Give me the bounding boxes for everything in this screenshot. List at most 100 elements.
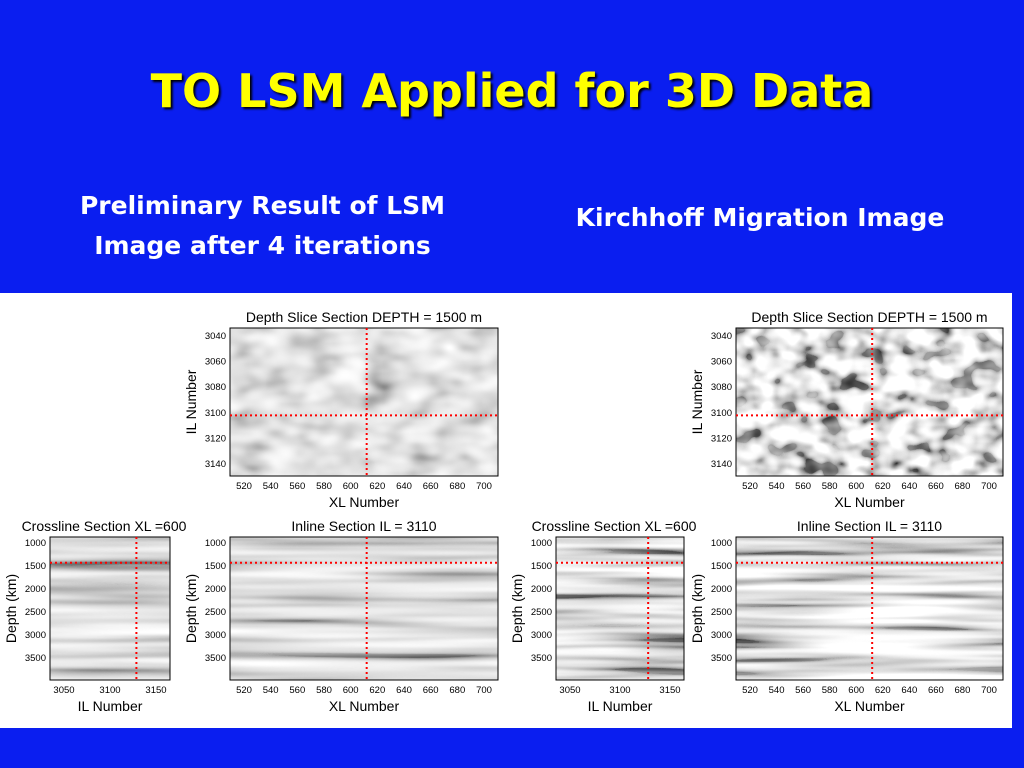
lsm-inline-ytick-label: 1000 xyxy=(205,538,226,549)
kirchhoff-depth-slice-xlabel: XL Number xyxy=(834,494,905,510)
lsm-depth-slice-xtick-label: 640 xyxy=(396,481,412,492)
kirchhoff-depth-slice-ytick-label: 3100 xyxy=(711,408,732,419)
lsm-crossline-ytick-label: 1000 xyxy=(25,538,46,549)
lsm-depth-slice-xtick-label: 560 xyxy=(289,481,305,492)
kirchhoff-depth-slice-ytick-label: 3040 xyxy=(711,331,732,342)
kirchhoff-inline-ytick-label: 3000 xyxy=(711,630,732,641)
kirchhoff-inline-ytick-label: 2500 xyxy=(711,607,732,618)
kirchhoff-inline-xtick-label: 520 xyxy=(742,685,758,696)
kirchhoff-inline-ytick-label: 3500 xyxy=(711,653,732,664)
lsm-inline-xtick-label: 660 xyxy=(423,685,439,696)
kirchhoff-depth-slice-xtick-label: 580 xyxy=(822,481,838,492)
lsm-inline-ytick-label: 3500 xyxy=(205,653,226,664)
kirchhoff-depth-slice-xtick-label: 660 xyxy=(928,481,944,492)
kirchhoff-depth-slice-xtick-label: 640 xyxy=(901,481,917,492)
lsm-inline-xtick-label: 580 xyxy=(316,685,332,696)
kirchhoff-depth-slice-xtick-label: 680 xyxy=(955,481,971,492)
lsm-depth-slice-frame xyxy=(229,327,499,477)
lsm-inline-xtick-label: 680 xyxy=(449,685,465,696)
lsm-depth-slice-xtick-label: 540 xyxy=(263,481,279,492)
kirchhoff-inline-xtick-label: 700 xyxy=(981,685,997,696)
kirchhoff-depth-slice-title: Depth Slice Section DEPTH = 1500 m xyxy=(751,309,987,325)
kirchhoff-inline-ytick-label: 1500 xyxy=(711,561,732,572)
lsm-inline-ytick-label: 2000 xyxy=(205,584,226,595)
kirchhoff-depth-slice-xtick-label: 540 xyxy=(769,481,785,492)
lsm-inline-xtick-label: 540 xyxy=(263,685,279,696)
lsm-inline-frame xyxy=(229,536,499,681)
kirchhoff-inline-xlabel: XL Number xyxy=(834,698,905,714)
caption-kirchhoff: Kirchhoff Migration Image xyxy=(575,203,945,232)
kirchhoff-inline-xtick-label: 600 xyxy=(848,685,864,696)
kirchhoff-inline-ytick-label: 2000 xyxy=(711,584,732,595)
lsm-depth-slice-xtick-label: 580 xyxy=(316,481,332,492)
lsm-crossline-xtick-label: 3150 xyxy=(145,685,166,696)
lsm-depth-slice-ylabel: IL Number xyxy=(183,369,199,434)
kirchhoff-inline: Inline Section IL = 3110 520 540 560 580 600 6… xyxy=(689,518,1004,714)
lsm-depth-slice-ytick-label: 3040 xyxy=(205,331,226,342)
lsm-crossline-ytick-label: 1500 xyxy=(25,561,46,572)
kirchhoff-crossline-ytick-label: 2000 xyxy=(531,584,552,595)
lsm-inline-ytick-label: 3000 xyxy=(205,630,226,641)
kirchhoff-depth-slice-image xyxy=(736,328,1003,476)
lsm-inline: Inline Section IL = 3110 520 540 560 580 600 6… xyxy=(183,518,499,714)
kirchhoff-depth-slice-xtick-label: 520 xyxy=(742,481,758,492)
kirchhoff-crossline-image xyxy=(556,537,684,680)
kirchhoff-crossline-ytick-label: 1000 xyxy=(531,538,552,549)
lsm-inline-image xyxy=(230,537,498,680)
lsm-inline-xtick-label: 520 xyxy=(236,685,252,696)
kirchhoff-depth-slice-ytick-label: 3140 xyxy=(711,459,732,470)
slide-title: TO LSM Applied for 3D Data xyxy=(150,64,874,118)
lsm-depth-slice: Depth Slice Section DEPTH = 1500 m 520 540… xyxy=(183,309,499,510)
lsm-crossline-ytick-label: 2500 xyxy=(25,607,46,618)
kirchhoff-crossline-xtick-label: 3050 xyxy=(559,685,580,696)
lsm-inline-xtick-label: 640 xyxy=(396,685,412,696)
lsm-depth-slice-xlabel: XL Number xyxy=(329,494,400,510)
kirchhoff-inline-xtick-label: 680 xyxy=(955,685,971,696)
seismic-figures: Depth Slice Section DEPTH = 1500 m 520 540… xyxy=(3,309,1004,714)
kirchhoff-crossline-ytick-label: 1500 xyxy=(531,561,552,572)
lsm-depth-slice-xtick-label: 600 xyxy=(343,481,359,492)
kirchhoff-crossline-ylabel: Depth (km) xyxy=(509,574,525,643)
lsm-depth-slice-xtick-label: 620 xyxy=(369,481,385,492)
kirchhoff-depth-slice-ytick-label: 3120 xyxy=(711,433,732,444)
kirchhoff-depth-slice-xtick-label: 600 xyxy=(848,481,864,492)
kirchhoff-inline-xtick-label: 620 xyxy=(875,685,891,696)
kirchhoff-crossline-xtick-label: 3150 xyxy=(659,685,680,696)
kirchhoff-crossline-xtick-label: 3100 xyxy=(609,685,630,696)
kirchhoff-crossline-frame xyxy=(555,536,685,681)
lsm-crossline-ytick-label: 3000 xyxy=(25,630,46,641)
lsm-inline-xlabel: XL Number xyxy=(329,698,400,714)
lsm-crossline-xlabel: IL Number xyxy=(78,698,143,714)
lsm-depth-slice-ytick-label: 3120 xyxy=(205,433,226,444)
lsm-depth-slice-xtick-label: 700 xyxy=(476,481,492,492)
lsm-inline-ylabel: Depth (km) xyxy=(183,574,199,643)
lsm-crossline-ytick-label: 3500 xyxy=(25,653,46,664)
lsm-inline-ytick-label: 1500 xyxy=(205,561,226,572)
lsm-inline-xtick-label: 700 xyxy=(476,685,492,696)
lsm-crossline-image xyxy=(50,537,170,680)
caption-lsm: Preliminary Result of LSM Image after 4 … xyxy=(60,186,465,266)
kirchhoff-crossline-ytick-label: 3000 xyxy=(531,630,552,641)
kirchhoff-depth-slice-ytick-label: 3060 xyxy=(711,357,732,368)
kirchhoff-inline-title: Inline Section IL = 3110 xyxy=(797,518,942,534)
lsm-depth-slice-xtick-label: 680 xyxy=(449,481,465,492)
kirchhoff-crossline-xlabel: IL Number xyxy=(588,698,653,714)
figure-panel: Depth Slice Section DEPTH = 1500 m 520 540… xyxy=(0,293,1012,728)
lsm-depth-slice-title: Depth Slice Section DEPTH = 1500 m xyxy=(246,309,482,325)
lsm-inline-xtick-label: 600 xyxy=(343,685,359,696)
kirchhoff-depth-slice-ytick-label: 3080 xyxy=(711,382,732,393)
lsm-crossline-ylabel: Depth (km) xyxy=(3,574,19,643)
lsm-inline-ytick-label: 2500 xyxy=(205,607,226,618)
kirchhoff-crossline: Crossline Section XL =600 3050 3100 3150 100… xyxy=(509,518,697,714)
lsm-depth-slice-ytick-label: 3100 xyxy=(205,408,226,419)
lsm-crossline-xtick-label: 3100 xyxy=(99,685,120,696)
lsm-depth-slice-image xyxy=(230,328,498,476)
lsm-inline-xtick-label: 620 xyxy=(369,685,385,696)
kirchhoff-inline-ytick-label: 1000 xyxy=(711,538,732,549)
kirchhoff-crossline-title: Crossline Section XL =600 xyxy=(532,518,697,534)
kirchhoff-depth-slice-xtick-label: 620 xyxy=(875,481,891,492)
kirchhoff-depth-slice-ylabel: IL Number xyxy=(689,369,705,434)
lsm-crossline: Crossline Section XL =600 3050 3100 3150 100… xyxy=(3,518,187,714)
lsm-depth-slice-ytick-label: 3140 xyxy=(205,459,226,470)
lsm-inline-title: Inline Section IL = 3110 xyxy=(291,518,436,534)
